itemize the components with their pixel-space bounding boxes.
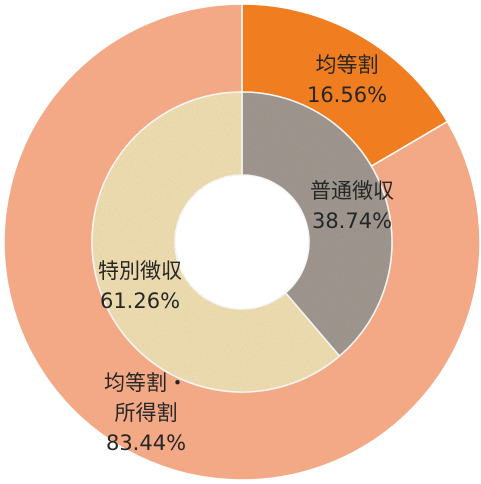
- slice-category: 均等割: [315, 53, 379, 77]
- slice-value: 16.56%: [306, 83, 388, 107]
- slice-value: 61.26%: [99, 289, 181, 313]
- slice-label: 均等割 16.56%: [297, 50, 397, 110]
- donut-slice: [91, 91, 341, 393]
- donut-slice: [241, 91, 393, 358]
- slice-category: 均等割・所得割: [104, 371, 188, 425]
- slice-label: 普通徴収 38.74%: [302, 176, 402, 236]
- slice-value: 38.74%: [311, 209, 393, 233]
- slice-label: 均等割・所得割 83.44%: [96, 368, 196, 458]
- slice-category: 特別徴収: [98, 259, 182, 283]
- slice-category: 普通徴収: [310, 179, 394, 203]
- slice-value: 83.44%: [105, 431, 187, 455]
- slice-label: 特別徴収 61.26%: [90, 256, 190, 316]
